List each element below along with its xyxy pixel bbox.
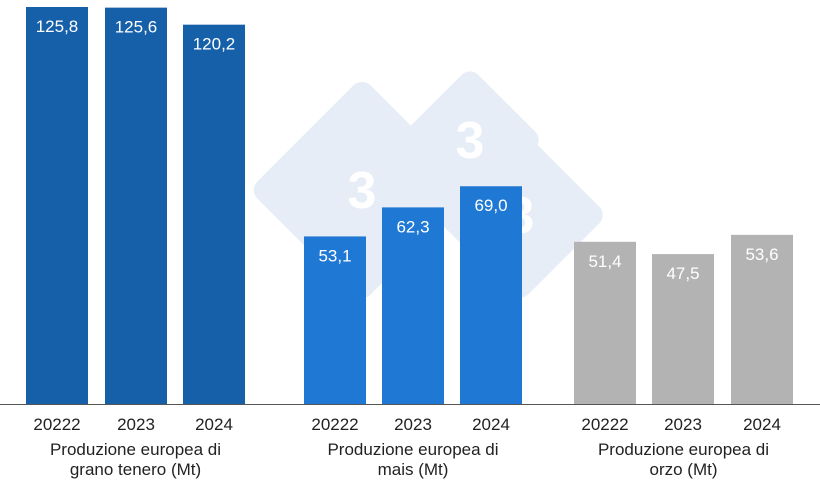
bar [304,236,366,404]
data-label: 125,8 [36,17,79,36]
data-label: 53,6 [745,245,778,264]
data-label: 62,3 [396,217,429,236]
bar [652,254,714,404]
x-tick-label: 2023 [117,415,155,434]
watermark-digit: 3 [348,162,377,220]
bar [574,241,636,404]
bar [731,234,793,404]
data-label: 69,0 [474,196,507,215]
group-label: Produzione europea di [50,440,221,459]
x-tick-label: 2023 [394,415,432,434]
x-tick-label: 20222 [33,415,80,434]
bars [26,7,793,405]
data-label: 125,6 [115,18,158,37]
x-tick-label: 20222 [311,415,358,434]
bar [382,207,444,404]
group-label: Produzione europea di [598,440,769,459]
bar [26,7,88,404]
x-tick-label: 2024 [743,415,781,434]
x-tick-label: 20222 [581,415,628,434]
group-label: grano tenero (Mt) [70,460,201,479]
data-label: 47,5 [666,264,699,283]
group-label: Produzione europea di [327,440,498,459]
x-tick-label: 2024 [195,415,233,434]
data-label: 51,4 [588,252,621,271]
watermark-digit: 3 [456,112,485,170]
bar [460,186,522,404]
data-label: 53,1 [318,246,351,265]
bar [183,24,245,405]
group-label: mais (Mt) [378,460,449,479]
labels: 125,8 20222 125,6 2023 120,2 2024 Produzione e… [33,17,781,479]
group-label: orzo (Mt) [650,460,718,479]
bar [105,7,167,404]
x-tick-label: 2023 [664,415,702,434]
x-tick-label: 2024 [472,415,510,434]
data-label: 120,2 [193,35,236,54]
